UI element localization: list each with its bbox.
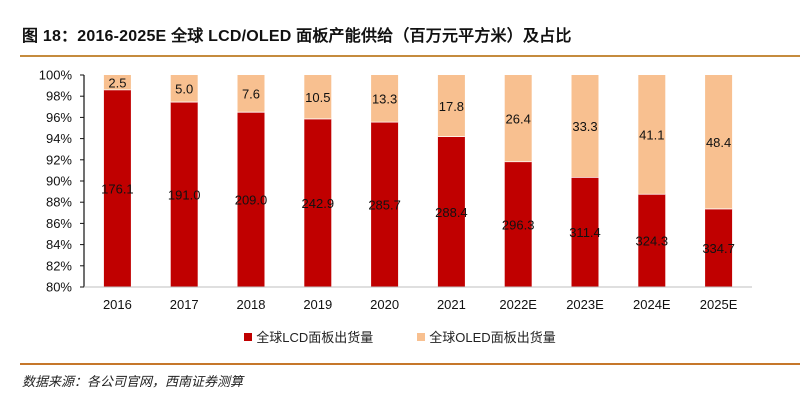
y-tick-label: 86% (46, 216, 72, 231)
bar-oled (170, 75, 198, 103)
data-label-lcd: 209.0 (235, 193, 268, 208)
bar-lcd (571, 177, 599, 287)
data-label-lcd: 176.1 (101, 181, 134, 196)
source-note: 数据来源：各公司官网，西南证券测算 (22, 375, 244, 390)
bar-oled (705, 75, 733, 209)
x-tick-label: 2025E (700, 297, 738, 312)
x-tick-label: 2018 (237, 297, 266, 312)
bar-oled (371, 75, 399, 123)
data-label-lcd: 288.4 (435, 205, 468, 220)
bar-lcd (170, 102, 198, 287)
legend-item-oled: 全球OLED面板出货量 (417, 327, 556, 346)
bar-lcd (437, 136, 465, 287)
bar-oled (571, 75, 599, 178)
y-tick-label: 98% (46, 89, 72, 104)
x-axis: 2016 2017 2018 2019 2020 2021 2022E 2023E 2024E 2… (84, 286, 752, 312)
x-tick-label: 2017 (170, 297, 199, 312)
bars-group (103, 75, 733, 288)
bar-oled (638, 75, 666, 195)
bar-lcd (371, 122, 399, 287)
x-tick-label: 2021 (437, 297, 466, 312)
bar-oled (504, 75, 532, 162)
y-tick-label: 100% (39, 68, 73, 83)
title-divider (20, 55, 800, 57)
bar-oled (103, 75, 131, 90)
data-label-lcd: 311.4 (569, 225, 601, 240)
data-label-oled: 48.4 (706, 135, 731, 150)
y-tick-label: 90% (46, 174, 72, 189)
y-tick-label: 92% (46, 152, 72, 167)
x-tick-label: 2022E (499, 297, 537, 312)
bar-lcd (103, 89, 131, 288)
data-label-oled: 33.3 (572, 119, 597, 134)
data-label-lcd: 285.7 (368, 198, 401, 213)
x-tick-label: 2019 (303, 297, 332, 312)
x-tick-label: 2020 (370, 297, 399, 312)
bar-oled (237, 75, 265, 113)
bar-lcd (237, 112, 265, 287)
data-labels-group: 2.5 176.1 5.0 191.0 7.6 209.0 10.5 242.9 13.3 285… (101, 75, 735, 256)
data-label-oled: 26.4 (506, 111, 531, 126)
data-label-oled: 41.1 (639, 128, 664, 143)
data-label-oled: 7.6 (242, 87, 260, 102)
data-label-lcd: 191.0 (168, 188, 201, 203)
x-tick-label: 2024E (633, 297, 671, 312)
y-tick-label: 82% (46, 258, 72, 273)
bar-oled (304, 75, 332, 119)
figure-title: 图 18：2016-2025E 全球 LCD/OLED 面板产能供给（百万元平方… (22, 28, 572, 45)
legend-swatch-oled (417, 332, 426, 341)
data-label-oled: 2.5 (108, 75, 126, 90)
bar-lcd (504, 161, 532, 287)
y-axis: 80% 82% 84% 86% 88% 90% 92% 94% 96% 98% 100% (39, 68, 85, 295)
legend-label-oled: 全球OLED面板出货量 (429, 330, 556, 345)
x-tick-label: 2016 (103, 297, 132, 312)
y-tick-label: 96% (46, 110, 72, 125)
data-label-oled: 17.8 (439, 99, 464, 114)
y-tick-label: 80% (46, 280, 72, 295)
bar-lcd (304, 118, 332, 287)
footer-divider (20, 363, 800, 365)
x-tick-label: 2023E (566, 297, 604, 312)
data-label-oled: 5.0 (175, 82, 193, 97)
legend-label-lcd: 全球LCD面板出货量 (256, 330, 374, 345)
bar-lcd (638, 194, 666, 287)
bar-lcd (705, 208, 733, 287)
data-label-lcd: 324.3 (636, 234, 669, 249)
legend-item-lcd: 全球LCD面板出货量 (244, 327, 373, 346)
legend-swatch-lcd (244, 332, 253, 341)
stacked-bar-chart: 80% 82% 84% 86% 88% 90% 92% 94% 96% 98% 100% 2.5 17… (39, 68, 752, 312)
y-tick-label: 94% (46, 131, 72, 146)
data-label-lcd: 334.7 (702, 241, 735, 256)
data-label-lcd: 242.9 (302, 196, 335, 211)
y-tick-label: 88% (46, 195, 72, 210)
data-label-oled: 10.5 (305, 90, 330, 105)
bar-oled (437, 75, 465, 137)
data-label-lcd: 296.3 (502, 217, 535, 232)
legend: 全球LCD面板出货量 全球OLED面板出货量 (0, 327, 800, 346)
y-tick-label: 84% (46, 237, 72, 252)
data-label-oled: 13.3 (372, 92, 397, 107)
